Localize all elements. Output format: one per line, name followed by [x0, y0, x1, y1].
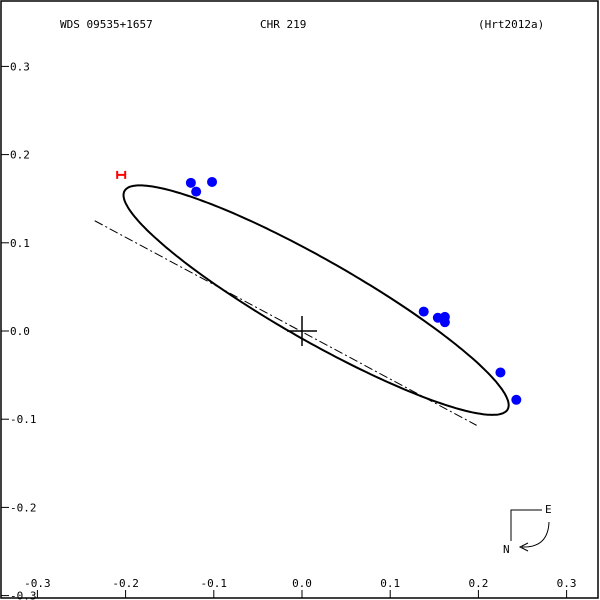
discoverer-label: CHR 219: [260, 18, 306, 31]
compass-east-label: E: [545, 503, 552, 516]
orbit-ellipse: [122, 184, 510, 416]
observation-point: [207, 176, 218, 187]
compass-arms: [510, 509, 542, 541]
compass-north-label: N: [503, 543, 510, 556]
compass-arrowhead: [518, 542, 529, 552]
y-tick-label: -0.2: [10, 501, 37, 514]
compass: E N: [503, 503, 552, 556]
observation-point: [418, 306, 429, 317]
x-tick-label: -0.1: [201, 577, 228, 590]
x-tick-label: 0.3: [557, 577, 577, 590]
y-tick-label: -0.1: [10, 413, 37, 426]
observation-point: [495, 367, 506, 378]
y-tick-label: 0.2: [10, 149, 30, 162]
compass-arrow: [521, 521, 550, 548]
x-tick-label: 0.2: [468, 577, 488, 590]
x-tick-label: -0.3: [24, 577, 51, 590]
line-of-nodes: [94, 220, 477, 426]
x-tick-label: 0.1: [380, 577, 400, 590]
observation-point: [185, 177, 196, 188]
y-tick-label: 0.0: [10, 325, 30, 338]
y-tick-label: 0.3: [10, 60, 30, 73]
h-marker: [116, 170, 127, 179]
wds-id-label: WDS 09535+1657: [60, 18, 153, 31]
x-tick-label: -0.2: [112, 577, 139, 590]
orbit-group: [94, 184, 510, 426]
observation-point: [191, 186, 202, 197]
y-tick-label: 0.1: [10, 237, 30, 250]
y-tick-label: -0.3: [10, 590, 37, 600]
axes: -0.3 -0.2 -0.1 0.0 0.1 0.2 0.3 -0.3 -0.2 -0.1 0.0 0…: [1, 60, 577, 600]
reference-label: (Hrt2012a): [478, 18, 544, 31]
observations-group: [116, 170, 522, 405]
observation-point: [439, 317, 450, 328]
x-tick-label: 0.0: [292, 577, 312, 590]
observation-point: [511, 394, 522, 405]
